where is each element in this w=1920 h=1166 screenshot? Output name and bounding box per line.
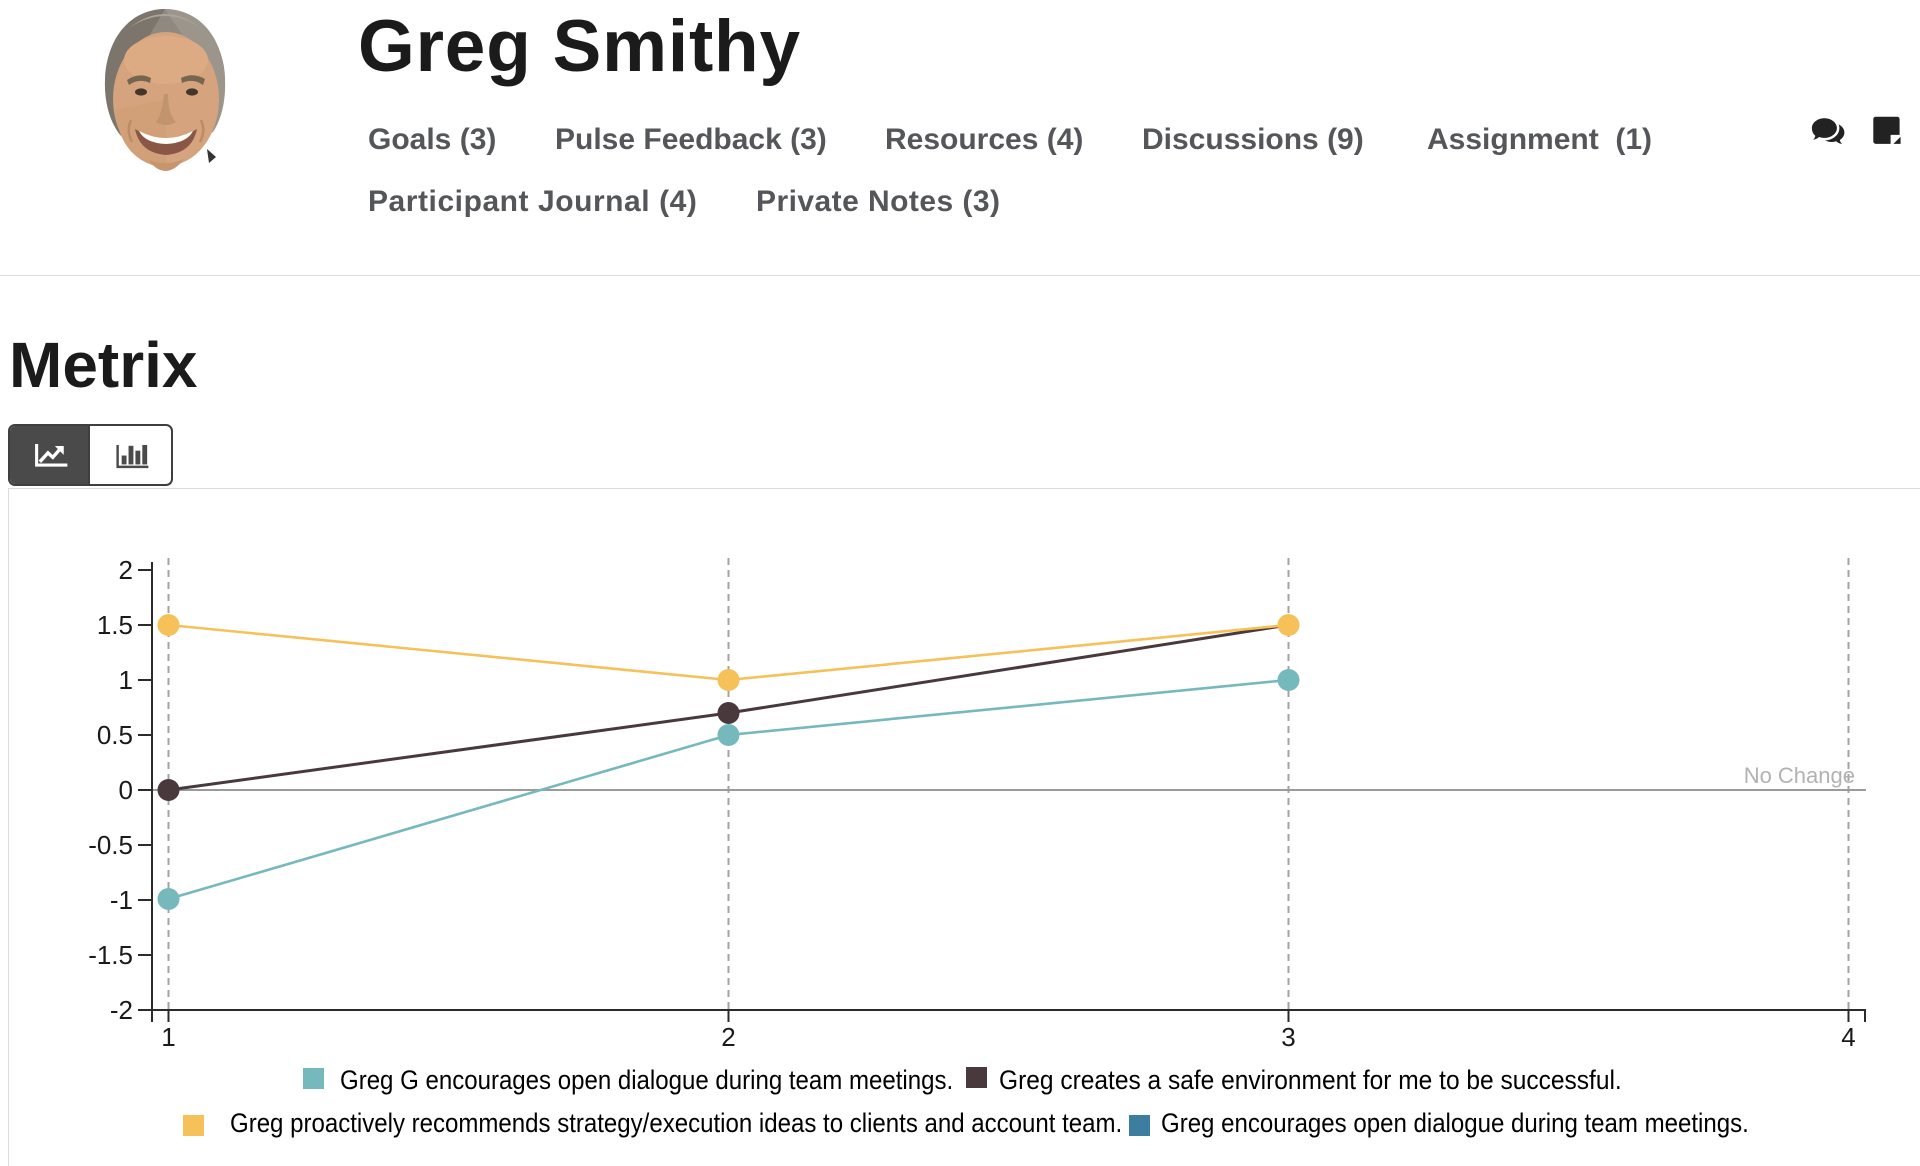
svg-text:No Change: No Change: [1744, 763, 1855, 788]
svg-text:0: 0: [119, 775, 133, 805]
svg-text:1: 1: [161, 1022, 175, 1052]
svg-text:-1.5: -1.5: [88, 940, 133, 970]
svg-text:3: 3: [1281, 1022, 1295, 1052]
svg-text:-1: -1: [110, 885, 133, 915]
svg-text:2: 2: [119, 555, 133, 585]
svg-text:4: 4: [1841, 1022, 1855, 1052]
svg-text:1: 1: [119, 665, 133, 695]
svg-text:0.5: 0.5: [97, 720, 133, 750]
svg-text:-2: -2: [110, 995, 133, 1025]
svg-text:1.5: 1.5: [97, 610, 133, 640]
svg-text:-0.5: -0.5: [88, 830, 133, 860]
svg-text:2: 2: [721, 1022, 735, 1052]
